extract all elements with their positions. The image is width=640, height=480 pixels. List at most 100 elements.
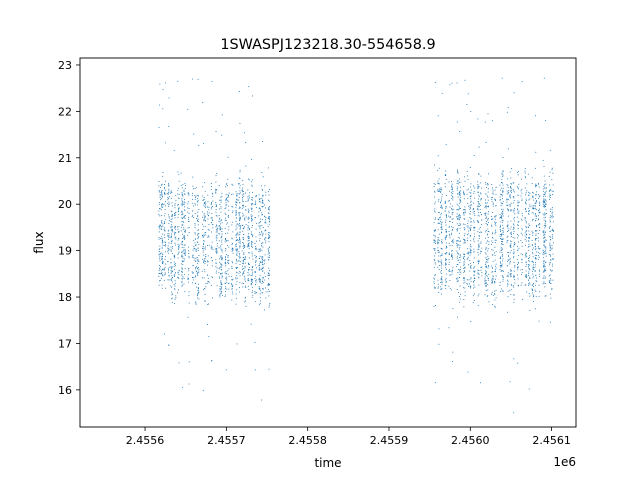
flux-point (255, 257, 257, 259)
flux-point (441, 281, 443, 283)
flux-point (457, 216, 459, 218)
flux-point (159, 245, 161, 247)
flux-point (197, 241, 199, 243)
flux-point (532, 253, 534, 255)
flux-point (510, 273, 512, 275)
flux-point (535, 257, 537, 259)
flux-point (544, 270, 546, 272)
flux-point (251, 283, 253, 285)
flux-point (182, 184, 184, 186)
flux-point (507, 225, 509, 226)
flux-point (499, 199, 501, 201)
flux-point (231, 224, 233, 226)
flux-point (538, 196, 540, 198)
flux-point (459, 222, 461, 224)
flux-point (473, 191, 475, 192)
flux-point (510, 275, 512, 277)
flux-point (219, 296, 221, 298)
flux-point (239, 243, 241, 245)
flux-point (255, 284, 257, 285)
flux-point (197, 289, 199, 291)
flux-point (255, 228, 257, 230)
flux-point (268, 250, 269, 252)
flux-point (267, 256, 269, 258)
flux-point (173, 254, 175, 256)
flux-point (180, 172, 182, 174)
flux-point (220, 219, 222, 221)
flux-point (231, 288, 233, 289)
flux-point (254, 278, 256, 280)
flux-point (261, 201, 263, 203)
flux-point (506, 240, 508, 242)
flux-point (466, 225, 468, 227)
flux-point (514, 213, 516, 215)
flux-point (239, 228, 241, 230)
flux-point (545, 216, 546, 218)
flux-point (170, 190, 172, 192)
flux-point (457, 244, 459, 246)
flux-point (528, 388, 530, 390)
flux-point (478, 238, 480, 240)
flux-point (244, 297, 246, 299)
flux-point (544, 240, 546, 242)
flux-point (238, 251, 240, 253)
flux-point (182, 263, 184, 265)
flux-point (258, 279, 260, 281)
flux-point (167, 268, 169, 270)
flux-point (162, 261, 164, 263)
flux-point (188, 192, 189, 194)
flux-point (225, 205, 227, 207)
flux-point (502, 258, 504, 260)
flux-point (161, 195, 163, 197)
flux-point (517, 212, 519, 214)
flux-point (528, 273, 530, 274)
flux-point (456, 189, 458, 191)
flux-point (509, 381, 511, 383)
flux-point (507, 279, 508, 281)
flux-point (534, 258, 536, 259)
flux-point (221, 222, 223, 224)
flux-point (163, 279, 165, 281)
flux-point (532, 197, 534, 199)
flux-point (488, 173, 489, 175)
flux-point (210, 217, 212, 219)
flux-point (473, 241, 475, 243)
flux-point (451, 289, 452, 291)
flux-point (236, 202, 238, 203)
flux-point (458, 192, 460, 193)
flux-point (259, 218, 261, 220)
flux-point (235, 244, 237, 246)
flux-point (532, 245, 534, 247)
flux-point (494, 293, 496, 295)
flux-point (192, 199, 194, 200)
flux-point (170, 270, 172, 271)
flux-point (484, 270, 486, 272)
flux-point (262, 234, 264, 236)
flux-point (448, 327, 450, 329)
flux-point (457, 268, 459, 270)
flux-point (219, 200, 221, 201)
flux-point (456, 281, 458, 282)
flux-point (244, 270, 246, 272)
flux-point (261, 185, 262, 187)
flux-point (484, 273, 486, 275)
flux-point (448, 270, 450, 272)
flux-point (539, 204, 541, 206)
flux-point (239, 207, 241, 209)
flux-point (495, 269, 497, 271)
flux-point (207, 261, 209, 262)
flux-point (181, 270, 182, 272)
flux-point (449, 245, 451, 247)
flux-point (227, 270, 229, 272)
flux-point (174, 269, 176, 271)
flux-point (467, 279, 469, 281)
flux-point (247, 225, 249, 227)
flux-point (520, 195, 522, 197)
flux-point (549, 246, 551, 248)
flux-point (247, 217, 249, 219)
flux-point (528, 210, 530, 212)
flux-point (463, 192, 465, 194)
flux-point (518, 210, 520, 212)
flux-point (171, 267, 173, 269)
flux-point (478, 222, 480, 224)
